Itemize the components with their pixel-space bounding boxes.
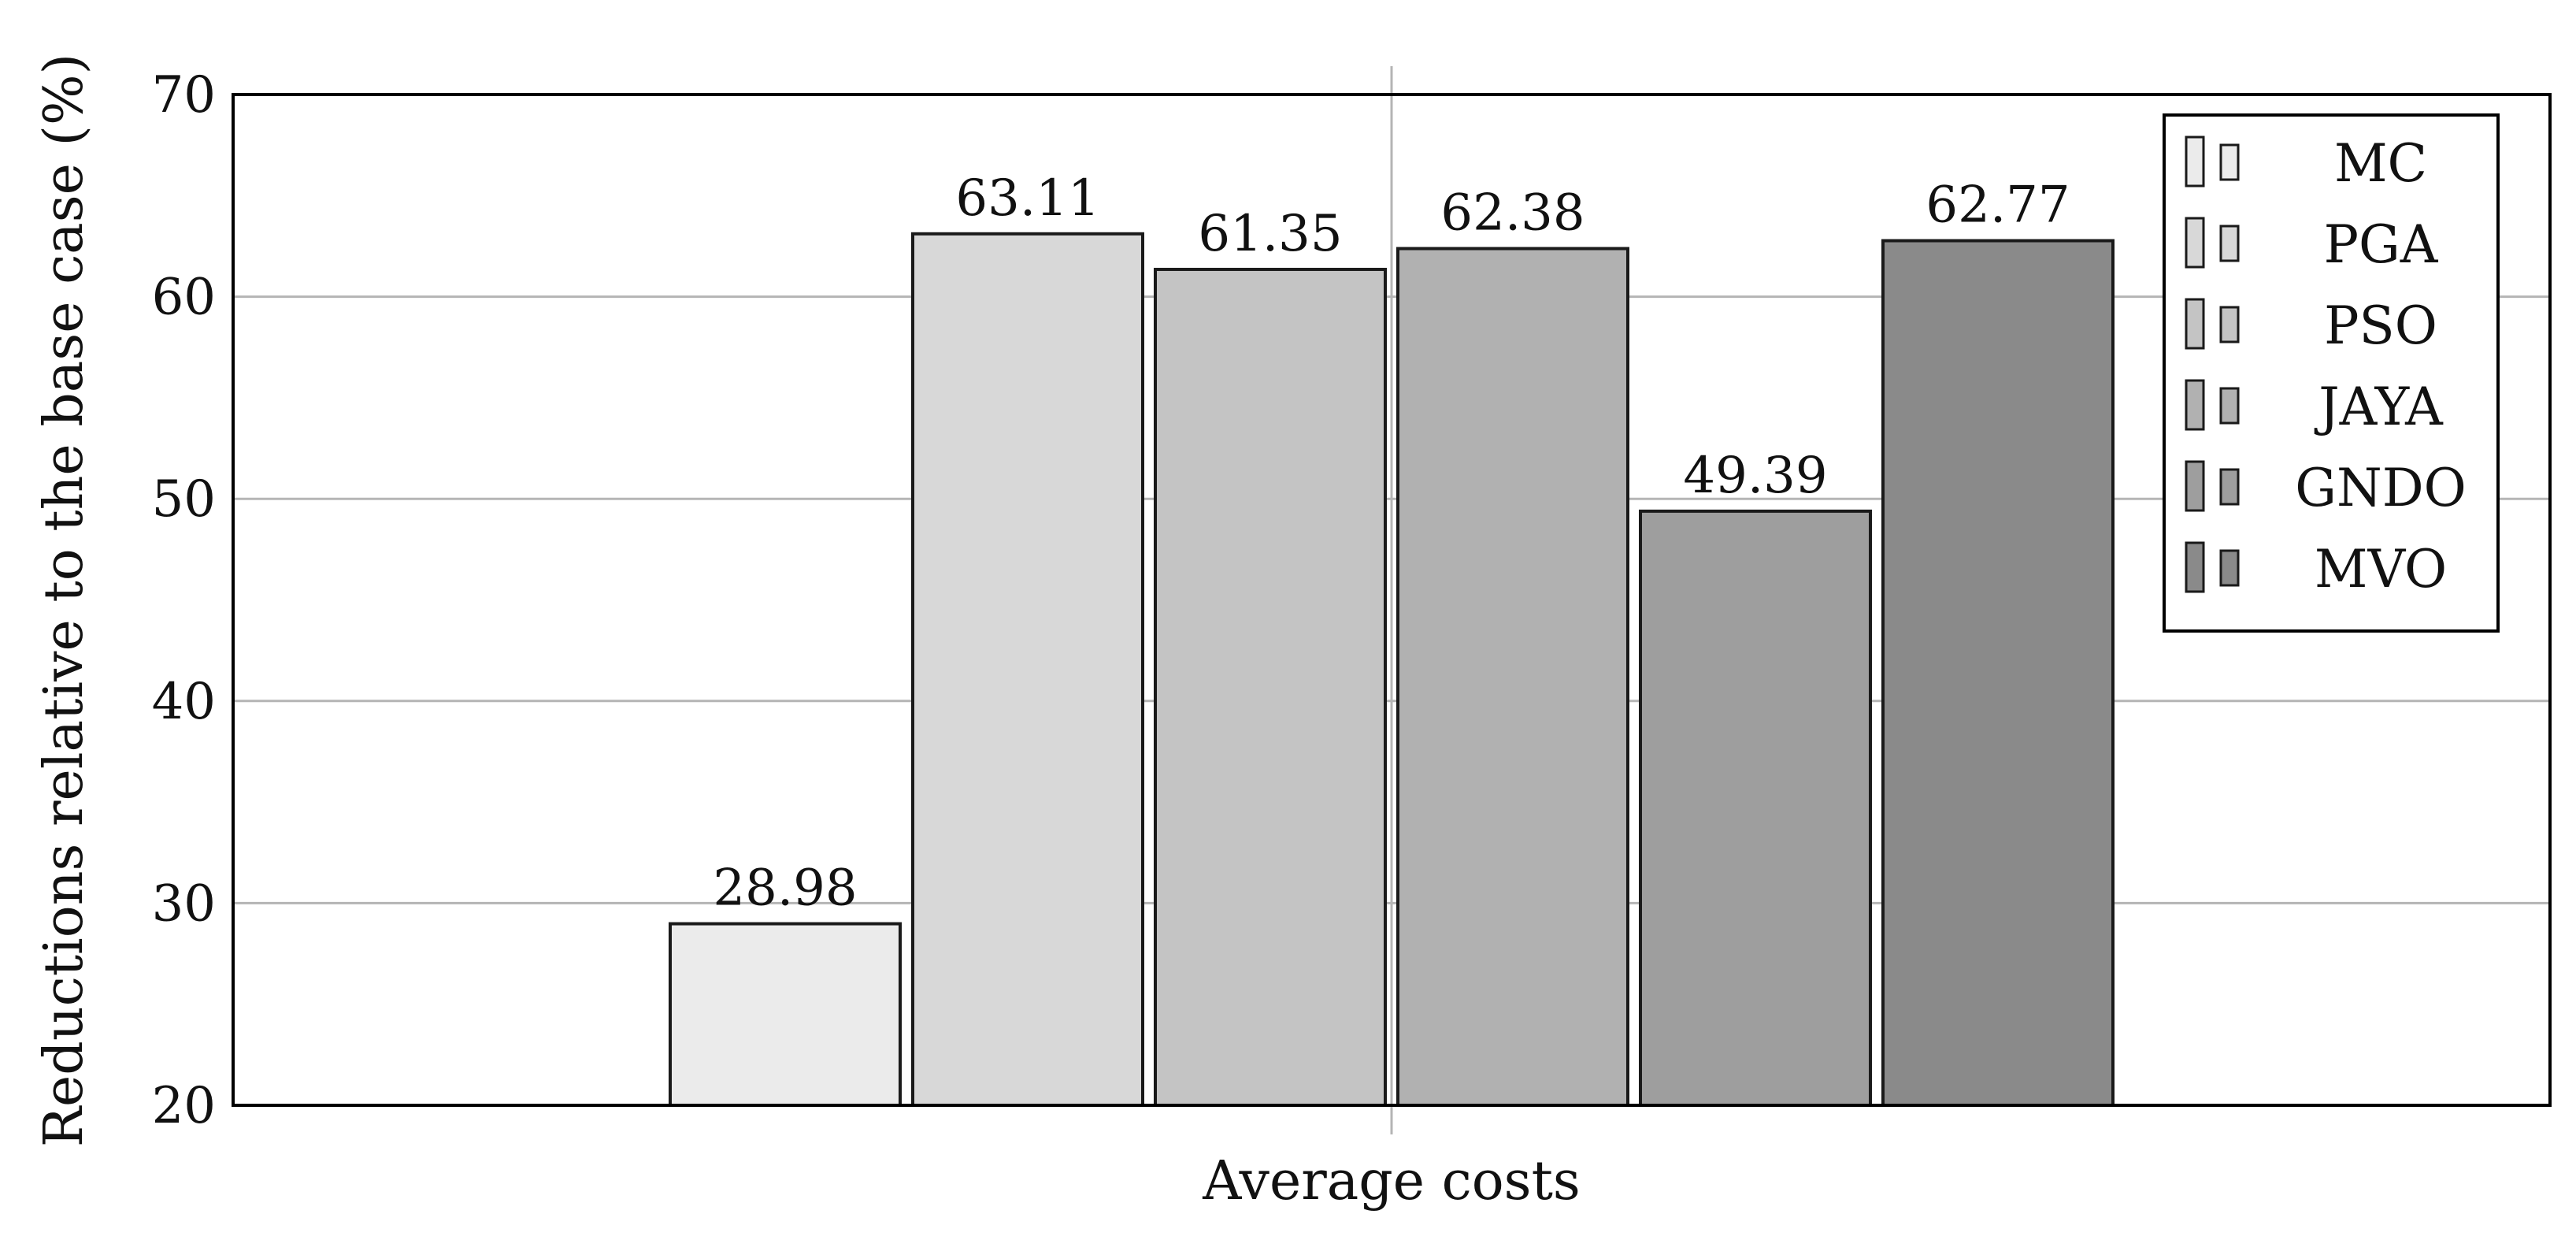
legend-swatch-small-jaya xyxy=(2219,387,2240,425)
y-tick-label: 30 xyxy=(152,874,216,933)
legend-swatch-small-gndo xyxy=(2219,468,2240,506)
data-label-pso: 61.35 xyxy=(1198,205,1342,263)
data-label-pga: 63.11 xyxy=(955,169,1099,228)
bars xyxy=(669,232,2115,1108)
legend: MC PGA PSO JAYA GNDO MVO xyxy=(2163,113,2500,633)
y-tick-label: 50 xyxy=(152,470,216,529)
legend-swatch-mc xyxy=(2185,136,2205,187)
legend-label-pga: PGA xyxy=(2324,214,2439,275)
legend-swatch-gndo xyxy=(2185,460,2205,512)
legend-label-mc: MC xyxy=(2334,133,2427,194)
data-label-mc: 28.98 xyxy=(713,859,857,918)
bar-mvo xyxy=(1881,239,2115,1107)
y-axis-ticks: 20 30 40 50 60 70 xyxy=(152,66,216,1135)
data-label-jaya: 62.38 xyxy=(1440,184,1585,243)
bar-gndo xyxy=(1639,509,1872,1107)
legend-swatch-small-pso xyxy=(2219,306,2240,343)
legend-label-pso: PSO xyxy=(2324,295,2437,356)
y-tick-label: 40 xyxy=(152,673,216,731)
legend-label-mvo: MVO xyxy=(2315,539,2447,600)
data-labels: 28.98 63.11 61.35 62.38 49.39 62.77 xyxy=(713,169,2070,918)
legend-swatch-jaya xyxy=(2185,379,2205,431)
y-axis-label: Reductions relative to the base case (%) xyxy=(33,54,95,1147)
legend-swatch-small-mvo xyxy=(2219,549,2240,587)
legend-label-jaya: JAYA xyxy=(2314,377,2444,437)
legend-swatch-pga xyxy=(2185,217,2205,269)
y-tick-label: 60 xyxy=(152,269,216,327)
bar-pso xyxy=(1154,267,1387,1108)
data-label-gndo: 49.39 xyxy=(1683,447,1827,505)
y-tick-label: 20 xyxy=(152,1077,216,1135)
y-tick-label: 70 xyxy=(152,66,216,124)
bar-jaya xyxy=(1396,247,1629,1108)
data-label-mvo: 62.77 xyxy=(1926,176,2070,235)
plot-frame xyxy=(232,93,2552,1107)
bar-mc xyxy=(669,922,902,1108)
legend-label-gndo: GNDO xyxy=(2295,458,2467,518)
legend-swatch-mvo xyxy=(2185,541,2205,593)
legend-box xyxy=(2163,113,2500,633)
legend-swatch-small-mc xyxy=(2219,143,2240,181)
x-axis-label: Average costs xyxy=(1202,1150,1581,1212)
legend-swatch-small-pga xyxy=(2219,225,2240,262)
legend-swatch-pso xyxy=(2185,298,2205,350)
bar-pga xyxy=(911,232,1144,1108)
